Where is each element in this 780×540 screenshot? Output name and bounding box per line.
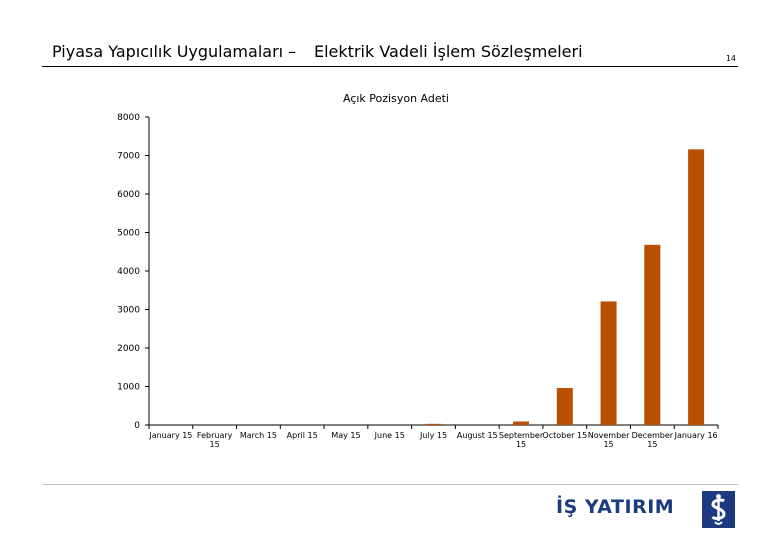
x-tick-label: June 15 xyxy=(374,431,405,440)
x-tick-label: November xyxy=(588,431,630,440)
bar xyxy=(644,244,661,425)
header-title: Piyasa Yapıcılık Uygulamaları – xyxy=(52,42,297,61)
y-tick-label: 3000 xyxy=(117,306,140,316)
brand-logo-text: İŞ YATIRIM xyxy=(556,496,675,518)
bar xyxy=(600,301,617,425)
y-tick-label: 2000 xyxy=(117,344,140,354)
footer-divider xyxy=(42,484,738,485)
x-tick-label: January 15 xyxy=(148,431,192,440)
header-divider xyxy=(42,66,738,67)
x-tick-label: 15 xyxy=(647,440,657,449)
x-tick-label: December xyxy=(632,431,674,440)
brand-logo-icon xyxy=(702,491,735,528)
x-tick-label: September xyxy=(499,431,544,440)
y-tick-label: 6000 xyxy=(117,190,140,200)
y-axis: 0 1000 2000 3000 4000 5000 6000 7000 8000 xyxy=(117,113,150,431)
x-tick-label: 15 xyxy=(516,440,526,449)
x-tick-label: 15 xyxy=(210,440,220,449)
y-tick-label: 8000 xyxy=(117,113,140,123)
logo-cedilla xyxy=(714,521,723,525)
x-tick-label: January 16 xyxy=(674,431,718,440)
open-position-bar-chart: Açık Pozisyon Adeti 0 1000 2000 3000 4000 500… xyxy=(117,92,719,449)
bar xyxy=(513,421,530,425)
logo-dot xyxy=(716,494,721,499)
header-subtitle: Elektrik Vadeli İşlem Sözleşmeleri xyxy=(314,42,583,61)
bar xyxy=(688,149,705,425)
x-tick-label: May 15 xyxy=(331,431,360,440)
chart-title: Açık Pozisyon Adeti xyxy=(343,92,449,105)
y-tick-label: 4000 xyxy=(117,267,140,277)
y-tick-label: 0 xyxy=(134,421,140,431)
bars-group xyxy=(425,149,705,425)
y-tick-label: 1000 xyxy=(117,383,140,393)
page-number: 14 xyxy=(725,54,736,63)
x-tick-label: July 15 xyxy=(419,431,447,440)
x-tick-label: August 15 xyxy=(457,431,498,440)
x-tick-label: March 15 xyxy=(240,431,277,440)
bar xyxy=(556,388,573,425)
bar xyxy=(425,423,442,425)
x-tick-label: October 15 xyxy=(542,431,587,440)
y-tick-label: 5000 xyxy=(117,229,140,239)
x-tick-label: February xyxy=(197,431,233,440)
x-tick-label: 15 xyxy=(603,440,613,449)
y-tick-label: 7000 xyxy=(117,152,140,162)
x-tick-label: April 15 xyxy=(287,431,318,440)
